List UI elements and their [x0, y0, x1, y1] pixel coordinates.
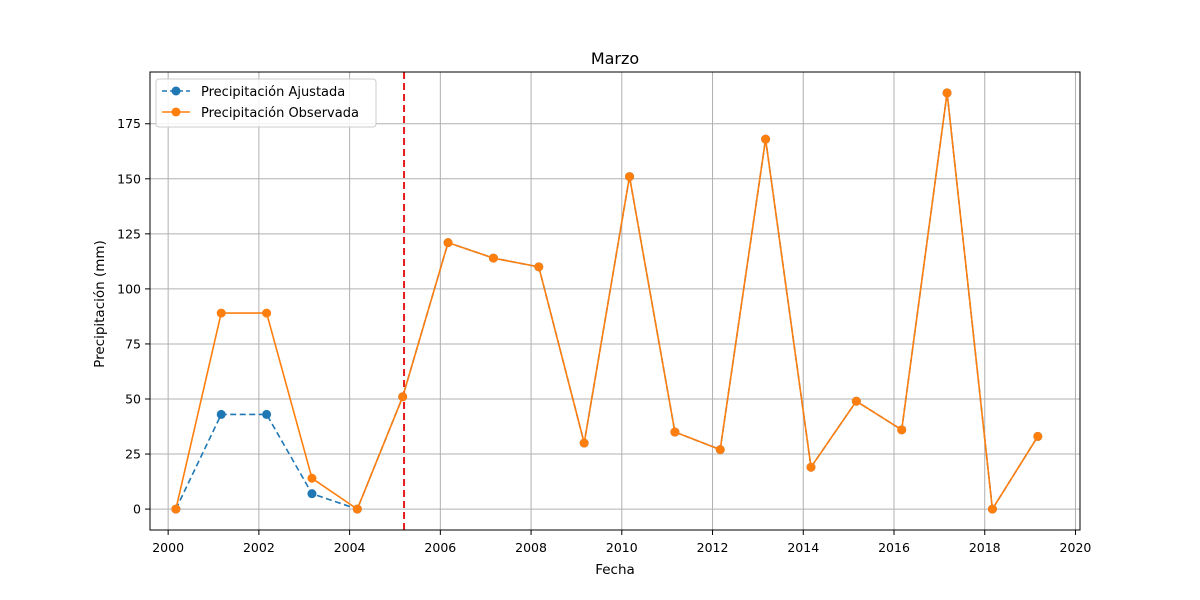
data-point	[761, 134, 771, 144]
y-tick-label: 125	[117, 226, 141, 241]
x-tick-label: 2014	[787, 540, 819, 555]
legend: Precipitación Ajustada Precipitación Obs…	[155, 78, 377, 128]
y-axis-ticks: 0 25 50 75 100 125 150 175	[117, 116, 150, 517]
y-tick-label: 150	[117, 171, 141, 186]
x-tick-label: 2000	[152, 540, 184, 555]
data-point	[216, 409, 226, 419]
data-point	[670, 427, 680, 437]
legend-marker-observada	[171, 107, 181, 117]
y-tick-label: 0	[133, 502, 141, 517]
legend-label-observada: Precipitación Observada	[201, 106, 359, 121]
data-point	[216, 308, 226, 318]
data-point	[1033, 431, 1043, 441]
y-tick-label: 50	[125, 391, 141, 406]
x-tick-label: 2010	[606, 540, 638, 555]
data-point	[443, 238, 453, 248]
x-tick-label: 2018	[969, 540, 1001, 555]
data-point	[262, 308, 272, 318]
legend-label-ajustada: Precipitación Ajustada	[201, 85, 345, 100]
data-point	[715, 445, 725, 455]
data-point	[398, 392, 408, 402]
data-point	[307, 489, 317, 499]
data-point	[942, 88, 952, 98]
legend-marker-ajustada	[171, 86, 181, 96]
y-tick-label: 75	[125, 336, 141, 351]
x-tick-label: 2004	[334, 540, 366, 555]
y-axis-label: Precipitación (mm)	[92, 240, 108, 368]
x-axis-label: Fecha	[595, 562, 635, 578]
series-line	[175, 92, 1039, 510]
legend-box	[155, 78, 377, 128]
data-point	[262, 409, 272, 419]
series-layer	[171, 88, 1043, 514]
x-tick-label: 2002	[243, 540, 275, 555]
y-tick-label: 175	[117, 116, 141, 131]
series-line	[175, 92, 1039, 510]
data-point	[806, 462, 816, 472]
plot-area-frame	[149, 71, 1081, 531]
chart-title: Marzo	[591, 49, 639, 68]
data-point	[307, 473, 317, 483]
x-tick-label: 2006	[424, 540, 456, 555]
x-tick-label: 2020	[1060, 540, 1092, 555]
x-axis-ticks: 2000 2002 2004 2006 2008 2010 2012 2014 2016 2018…	[152, 530, 1091, 555]
data-point	[579, 438, 589, 448]
data-point	[352, 504, 362, 514]
data-point	[625, 172, 635, 182]
data-point	[534, 262, 544, 272]
data-point	[851, 396, 861, 406]
data-point	[987, 504, 997, 514]
data-point	[488, 253, 498, 263]
series-observada	[171, 88, 1043, 514]
data-point	[171, 504, 181, 514]
x-tick-label: 2016	[878, 540, 910, 555]
x-tick-label: 2008	[515, 540, 547, 555]
grid	[150, 72, 1080, 530]
y-tick-label: 25	[125, 447, 141, 462]
series-ajustada	[171, 88, 1043, 514]
y-tick-label: 100	[117, 281, 141, 296]
data-point	[897, 425, 907, 435]
x-tick-label: 2012	[697, 540, 729, 555]
